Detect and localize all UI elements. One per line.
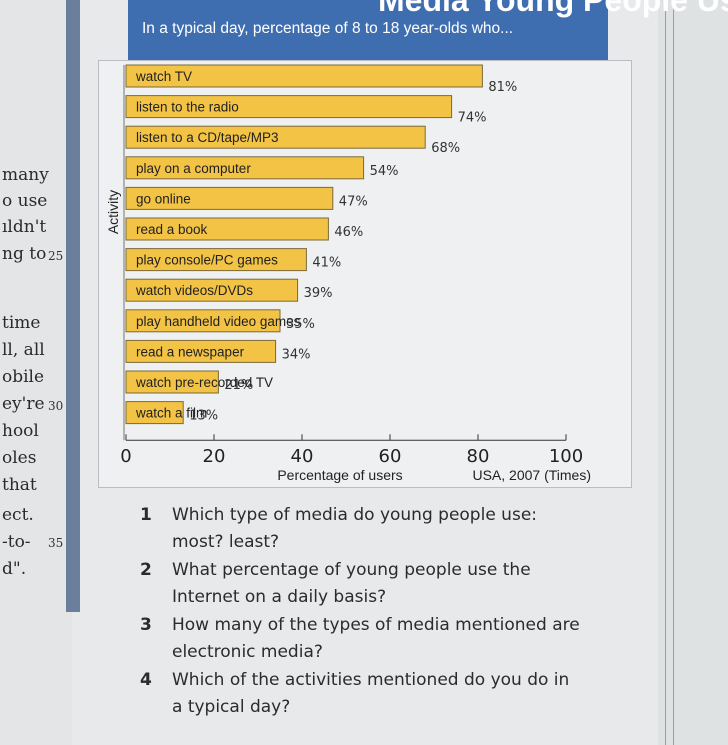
bar-value-label: 21% <box>224 378 253 393</box>
bar-category-label: watch a film <box>135 406 207 421</box>
question-number: 3 <box>140 615 152 635</box>
bar <box>125 309 281 333</box>
question-text: How many of the types of media mentioned… <box>172 615 580 662</box>
bar-category-label: play on a computer <box>136 161 251 176</box>
bar-chart: watch TV 81% listen to the radio 74% listen … <box>105 64 591 483</box>
left-page-margin <box>0 0 72 745</box>
left-text-line: many <box>2 165 49 185</box>
source-label: USA, 2007 (Times) <box>472 467 591 483</box>
question-text: Which of the activities mentioned do you… <box>172 670 570 717</box>
bar-value-label: 68% <box>431 141 460 156</box>
left-text-line: d". <box>2 559 27 579</box>
chart-header: Media Young People Use In a typical day,… <box>128 0 728 66</box>
bar <box>125 64 483 88</box>
bar-value-label: 13% <box>189 409 218 424</box>
bar-category-label: listen to the radio <box>136 100 239 115</box>
question-number: 4 <box>140 670 152 690</box>
bar-value-label: 46% <box>334 225 363 240</box>
question-text: What percentage of young people use the … <box>172 560 531 607</box>
chart-panel: watch TV 81% listen to the radio 74% listen … <box>98 60 632 488</box>
x-tick-label: 80 <box>467 446 490 467</box>
page-edge-line <box>673 0 674 745</box>
bar-value-label: 54% <box>370 164 399 179</box>
bar-category-label: go online <box>136 191 191 206</box>
bar <box>125 186 334 210</box>
bar-category-label: play console/PC games <box>136 253 278 268</box>
x-tick-label: 20 <box>203 446 226 467</box>
left-text-line: ll, all <box>2 340 45 360</box>
x-tick-label: 0 <box>120 446 131 467</box>
bar <box>125 217 329 241</box>
bar <box>125 125 426 149</box>
x-tick-label: 100 <box>549 446 583 467</box>
chart-title: Media Young People Use <box>378 0 728 18</box>
bar-category-label: read a book <box>136 222 208 237</box>
left-text-line: -to- <box>2 532 31 552</box>
bar <box>125 401 184 425</box>
left-column-text: many o use ıldn't ng to 25 time ll, all … <box>0 0 66 745</box>
bar-category-label: watch videos/DVDs <box>135 283 253 298</box>
page-edge-line <box>665 0 666 745</box>
right-page-edge <box>658 0 728 745</box>
question-text: Which type of media do young people use:… <box>172 505 538 552</box>
bar-value-label: 41% <box>312 256 341 271</box>
left-text-line: ey're <box>2 394 45 414</box>
bar <box>125 156 365 180</box>
bar-category-label: read a newspaper <box>136 344 245 359</box>
left-text-line: oles <box>2 448 37 468</box>
chart-subtitle: In a typical day, percentage of 8 to 18 … <box>142 20 514 37</box>
left-text-line: o use <box>2 191 48 211</box>
bar-category-label: listen to a CD/tape/MP3 <box>136 130 279 145</box>
line-number: 35 <box>48 536 64 550</box>
bar <box>125 248 307 272</box>
left-text-line: time <box>2 313 41 333</box>
bar-value-label: 35% <box>286 317 315 332</box>
bar <box>125 95 453 119</box>
bar-category-label: watch pre-recorded TV <box>135 375 273 390</box>
left-text-line: that <box>2 475 37 495</box>
bar-value-label: 74% <box>458 111 487 126</box>
bar <box>125 339 277 363</box>
y-axis-label: Activity <box>105 190 121 234</box>
left-column-divider <box>66 0 80 612</box>
bar-value-label: 34% <box>282 347 311 362</box>
x-tick-label: 40 <box>291 446 314 467</box>
left-text-line: ect. <box>2 505 34 525</box>
bar-value-label: 81% <box>488 80 517 95</box>
x-axis-label: Percentage of users <box>277 467 402 483</box>
question-number: 1 <box>140 505 152 525</box>
left-text-line: obile <box>2 367 45 387</box>
left-text-line: ıldn't <box>2 217 47 237</box>
bar <box>125 370 219 394</box>
x-tick-label: 60 <box>379 446 402 467</box>
question-number: 2 <box>140 560 152 580</box>
bar-category-label: play handheld video games <box>136 314 301 329</box>
bar-value-label: 39% <box>304 286 333 301</box>
left-text-line: ng to <box>2 244 47 264</box>
bar <box>125 278 299 302</box>
line-number: 25 <box>48 249 64 263</box>
bar-category-label: watch TV <box>135 69 192 84</box>
line-number: 30 <box>48 399 64 413</box>
bar-value-label: 47% <box>339 194 368 209</box>
left-text-line: hool <box>2 421 39 441</box>
